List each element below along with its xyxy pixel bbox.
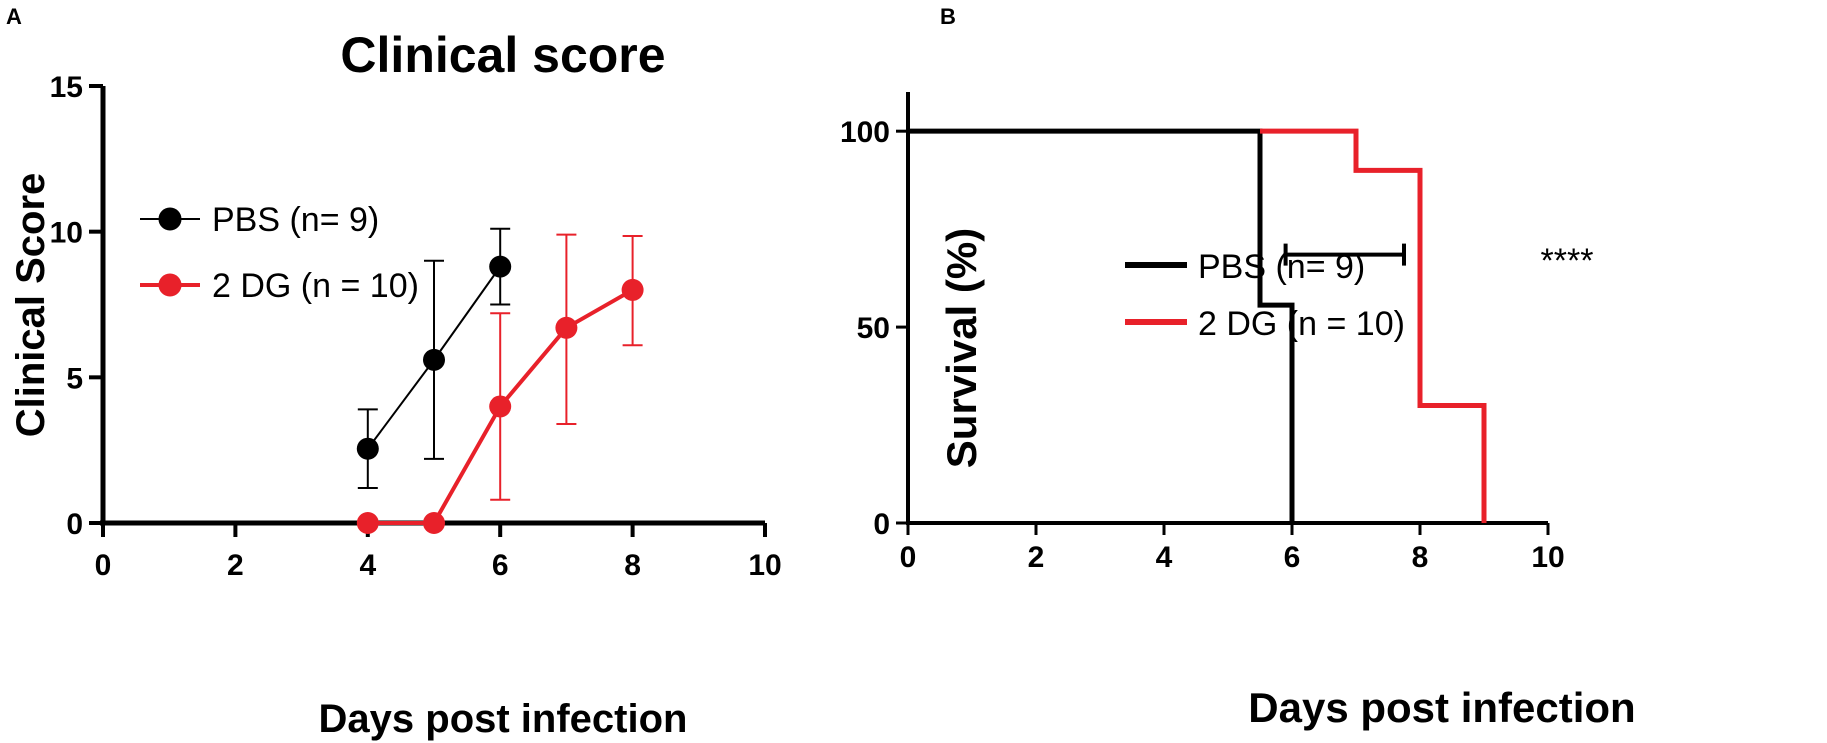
y-axis-title-b: Survival (%)	[938, 228, 985, 468]
x-tick-label-a: 0	[95, 549, 112, 582]
data-point-2dg	[621, 278, 644, 301]
legend-label-2dg-a: 2 DG (n = 10)	[212, 267, 419, 305]
x-tick-label-b: 4	[1156, 541, 1173, 574]
legend-b: PBS (n= 9) 2 DG (n = 10)	[1125, 248, 1405, 343]
x-tick-label-b: 2	[1028, 541, 1045, 574]
x-axis-title-b: Days post infection	[1248, 684, 1635, 731]
x-axis-title-a: Days post infection	[319, 697, 688, 741]
legend-label-pbs-b: PBS (n= 9)	[1198, 248, 1365, 286]
chart-title-a: Clinical score	[340, 27, 665, 83]
survival-curve-2dg	[1260, 128, 1487, 523]
data-point-pbs	[356, 437, 379, 460]
significance-annotation-b: ****	[1283, 242, 1594, 280]
x-tick-label-b: 0	[900, 541, 917, 574]
panel-label-b: B	[940, 4, 956, 29]
y-tick-label-b: 100	[840, 116, 890, 149]
legend-label-2dg-b: 2 DG (n = 10)	[1198, 305, 1405, 343]
y-tick-label-b: 50	[857, 312, 890, 345]
legend-marker-2dg-a	[158, 273, 182, 297]
y-tick-label-a: 5	[66, 362, 83, 395]
y-tick-label-b: 0	[873, 508, 890, 541]
data-point-pbs	[423, 348, 445, 371]
panel-a: A Clinical score Clinical Score Days pos…	[6, 4, 782, 741]
legend-a: PBS (n= 9) 2 DG (n = 10)	[140, 201, 419, 305]
x-tick-label-b: 10	[1531, 541, 1564, 574]
data-point-2dg	[555, 316, 578, 339]
survival-curves-b	[908, 128, 1487, 523]
x-tick-label-a: 4	[359, 549, 376, 582]
significance-stars: ****	[1541, 242, 1594, 280]
data-point-2dg	[356, 512, 379, 534]
legend-marker-pbs-a	[158, 207, 182, 231]
panel-label-a: A	[6, 4, 22, 29]
x-tick-label-a: 8	[624, 549, 641, 582]
legend-label-pbs-a: PBS (n= 9)	[212, 201, 379, 239]
x-tick-label-a: 2	[227, 549, 244, 582]
data-points-a	[356, 255, 644, 534]
data-point-pbs	[489, 255, 512, 278]
data-point-2dg	[489, 395, 512, 418]
survival-curve-pbs	[908, 128, 1295, 523]
x-tick-label-a: 6	[492, 549, 509, 582]
x-tick-label-b: 8	[1412, 541, 1429, 574]
panel-b: B Survival (%) Days post infection 0 2 4 6 8…	[840, 4, 1636, 731]
y-tick-label-a: 10	[50, 217, 83, 250]
y-axis-title-a: Clinical Score	[9, 173, 53, 438]
y-tick-label-a: 15	[50, 71, 83, 104]
x-tick-label-a: 10	[748, 549, 781, 582]
x-tick-label-b: 6	[1284, 541, 1301, 574]
axes-a: 0 2 4 6 8 10 0 5 10 15	[50, 71, 782, 582]
data-point-2dg	[423, 512, 445, 534]
y-tick-label-a: 0	[66, 508, 83, 541]
